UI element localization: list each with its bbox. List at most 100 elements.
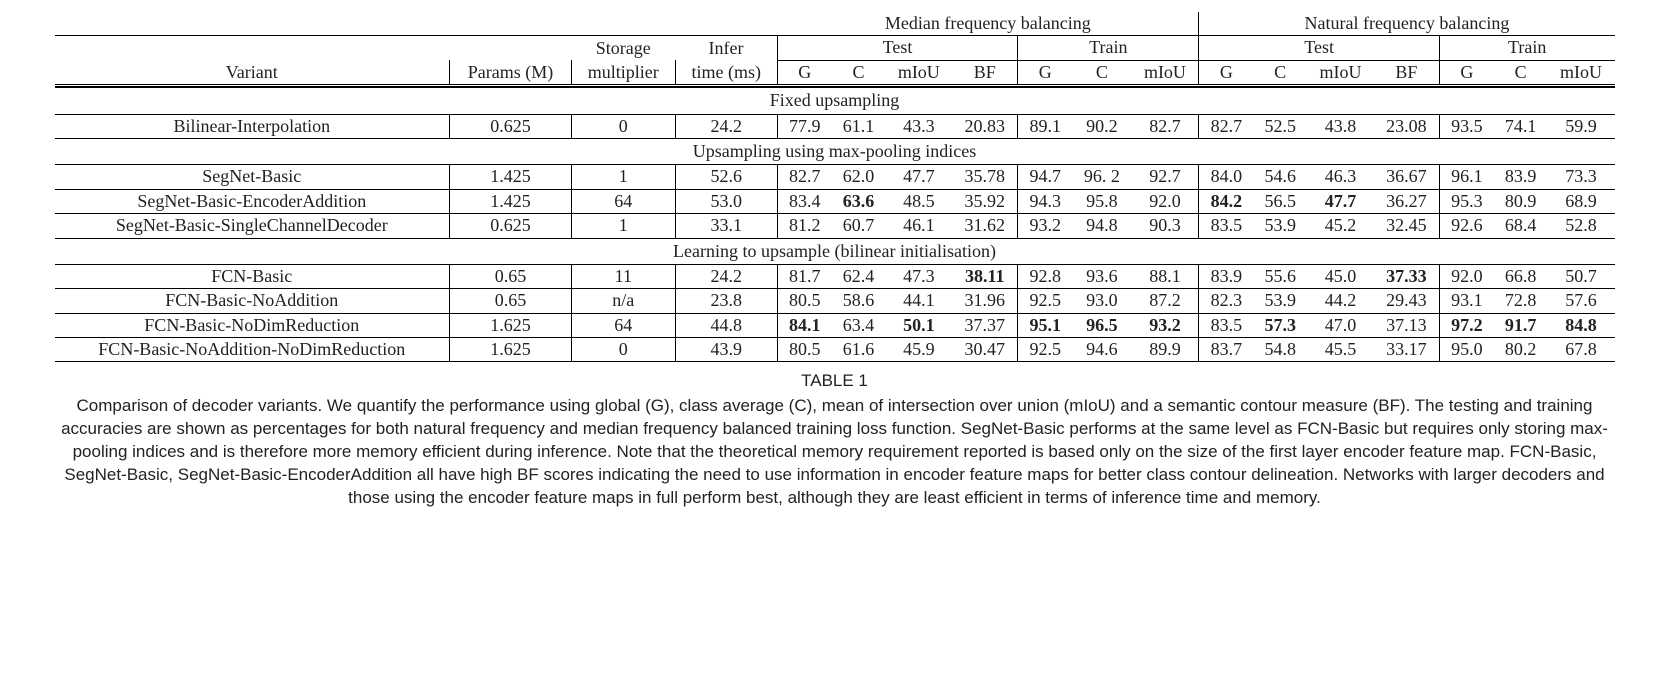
- hdr-m-test: Test: [777, 36, 1017, 60]
- hdr-ntC: C: [1253, 60, 1307, 85]
- cell: 61.6: [832, 338, 886, 362]
- cell: 44.8: [675, 313, 777, 337]
- cell: 92.8: [1018, 264, 1072, 288]
- cell: 82.7: [777, 165, 831, 189]
- hdr-params: Params (M): [450, 60, 572, 85]
- hdr-nrG: G: [1439, 60, 1493, 85]
- cell: 30.47: [952, 338, 1018, 362]
- cell: Bilinear-Interpolation: [55, 114, 450, 138]
- cell: 84.2: [1199, 189, 1253, 213]
- cell: 73.3: [1548, 165, 1615, 189]
- cell: 94.6: [1072, 338, 1131, 362]
- cell: 80.5: [777, 289, 831, 313]
- table-row: FCN-Basic-NoAddition-NoDimReduction1.625…: [55, 338, 1615, 362]
- cell: 88.1: [1132, 264, 1199, 288]
- hdr-median: Median frequency balancing: [777, 12, 1199, 36]
- cell: 74.1: [1494, 114, 1548, 138]
- cell: 24.2: [675, 264, 777, 288]
- cell: 83.7: [1199, 338, 1253, 362]
- cell: 93.0: [1072, 289, 1131, 313]
- cell: 97.2: [1439, 313, 1493, 337]
- cell: 50.7: [1548, 264, 1615, 288]
- cell: 80.2: [1494, 338, 1548, 362]
- cell: 62.0: [832, 165, 886, 189]
- cell: 72.8: [1494, 289, 1548, 313]
- header-row-mid: Storage Infer Test Train Test Train: [55, 36, 1615, 60]
- cell: 80.5: [777, 338, 831, 362]
- cell: 63.6: [832, 189, 886, 213]
- cell: SegNet-Basic: [55, 165, 450, 189]
- cell: 93.5: [1439, 114, 1493, 138]
- cell: 92.7: [1132, 165, 1199, 189]
- cell: 44.2: [1307, 289, 1374, 313]
- cell: 90.2: [1072, 114, 1131, 138]
- cell: 45.9: [885, 338, 952, 362]
- table-row: SegNet-Basic1.425152.682.762.047.735.789…: [55, 165, 1615, 189]
- table-row: SegNet-Basic-EncoderAddition1.4256453.08…: [55, 189, 1615, 213]
- cell: 0: [571, 338, 675, 362]
- cell: 37.37: [952, 313, 1018, 337]
- cell: 35.78: [952, 165, 1018, 189]
- cell: 47.7: [1307, 189, 1374, 213]
- cell: 43.8: [1307, 114, 1374, 138]
- cell: FCN-Basic-NoAddition-NoDimReduction: [55, 338, 450, 362]
- results-table: Median frequency balancing Natural frequ…: [55, 12, 1615, 362]
- hdr-mrM: mIoU: [1132, 60, 1199, 85]
- cell: 33.1: [675, 214, 777, 238]
- table-row: FCN-Basic-NoAddition0.65n/a23.880.558.64…: [55, 289, 1615, 313]
- cell: 53.9: [1253, 289, 1307, 313]
- cell: 38.11: [952, 264, 1018, 288]
- cell: 83.5: [1199, 313, 1253, 337]
- hdr-mtG: G: [777, 60, 831, 85]
- cell: 61.1: [832, 114, 886, 138]
- cell: 94.7: [1018, 165, 1072, 189]
- cell: 93.6: [1072, 264, 1131, 288]
- cell: 1: [571, 214, 675, 238]
- cell: 83.4: [777, 189, 831, 213]
- cell: 52.8: [1548, 214, 1615, 238]
- hdr-ntB: BF: [1374, 60, 1440, 85]
- cell: 23.8: [675, 289, 777, 313]
- cell: 37.13: [1374, 313, 1440, 337]
- cell: 23.08: [1374, 114, 1440, 138]
- cell: 29.43: [1374, 289, 1440, 313]
- hdr-storage-bot: multiplier: [571, 60, 675, 85]
- section-row: Upsampling using max-pooling indices: [55, 138, 1615, 164]
- cell: 77.9: [777, 114, 831, 138]
- cell: 1.625: [450, 338, 572, 362]
- cell: 93.1: [1439, 289, 1493, 313]
- cell: 62.4: [832, 264, 886, 288]
- hdr-mrG: G: [1018, 60, 1072, 85]
- hdr-nrM: mIoU: [1548, 60, 1615, 85]
- cell: 95.3: [1439, 189, 1493, 213]
- cell: 45.2: [1307, 214, 1374, 238]
- cell: 0.625: [450, 214, 572, 238]
- hdr-n-train: Train: [1439, 36, 1614, 60]
- cell: 32.45: [1374, 214, 1440, 238]
- section-row: Learning to upsample (bilinear initialis…: [55, 238, 1615, 264]
- cell: 81.2: [777, 214, 831, 238]
- cell: FCN-Basic-NoAddition: [55, 289, 450, 313]
- cell: 91.7: [1494, 313, 1548, 337]
- cell: 33.17: [1374, 338, 1440, 362]
- cell: 1: [571, 165, 675, 189]
- cell: 43.9: [675, 338, 777, 362]
- section-title: Learning to upsample (bilinear initialis…: [55, 238, 1615, 264]
- cell: 1.425: [450, 189, 572, 213]
- cell: 64: [571, 313, 675, 337]
- cell: 0: [571, 114, 675, 138]
- cell: 92.5: [1018, 289, 1072, 313]
- cell: 46.1: [885, 214, 952, 238]
- hdr-nrC: C: [1494, 60, 1548, 85]
- cell: 20.83: [952, 114, 1018, 138]
- cell: 96. 2: [1072, 165, 1131, 189]
- hdr-m-train: Train: [1018, 36, 1199, 60]
- cell: SegNet-Basic-SingleChannelDecoder: [55, 214, 450, 238]
- cell: 53.0: [675, 189, 777, 213]
- hdr-mtB: BF: [952, 60, 1018, 85]
- cell: 96.5: [1072, 313, 1131, 337]
- cell: 95.8: [1072, 189, 1131, 213]
- section-title: Fixed upsampling: [55, 88, 1615, 114]
- cell: 90.3: [1132, 214, 1199, 238]
- section-title: Upsampling using max-pooling indices: [55, 138, 1615, 164]
